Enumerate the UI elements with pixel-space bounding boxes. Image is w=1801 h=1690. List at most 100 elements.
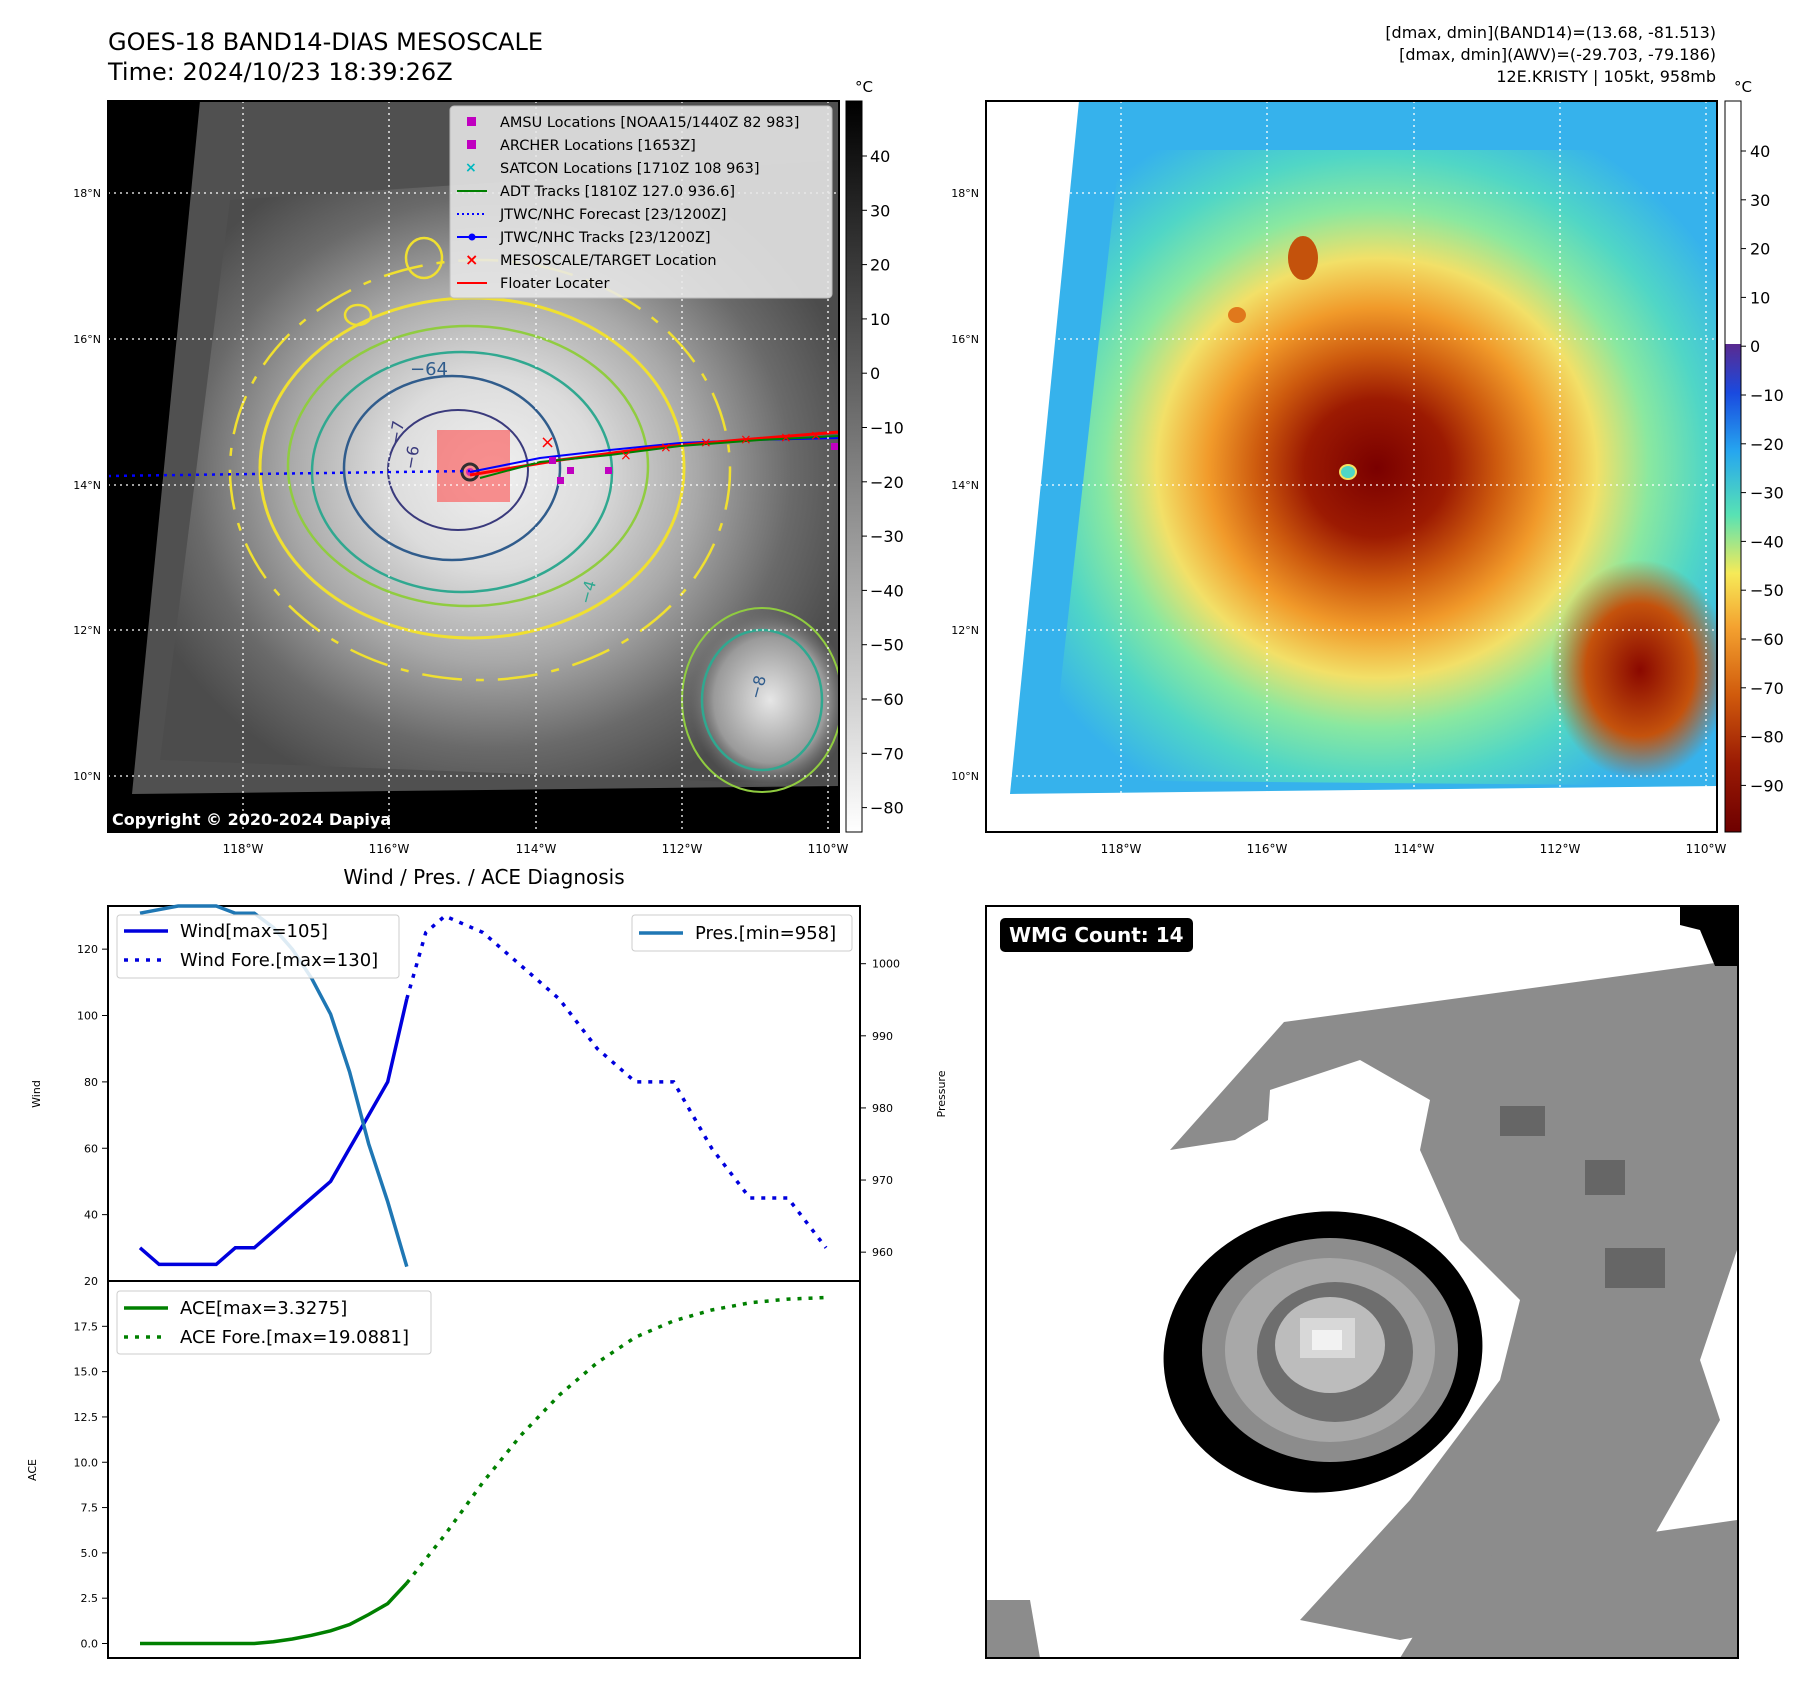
colorbar-gray-tick-label: −60 — [870, 690, 904, 709]
svg-text:10°N: 10°N — [73, 770, 101, 783]
colorbar-gray-tick-label: −40 — [870, 581, 904, 600]
pressure-ytick-label: 990 — [872, 1030, 893, 1043]
colorbar-color-tick-label: 30 — [1750, 191, 1770, 210]
colorbar-gray-tick-label: −10 — [870, 419, 904, 438]
svg-text:16°N: 16°N — [73, 333, 101, 346]
map1-lon-labels: 118°W 116°W 114°W 112°W 110°W — [223, 842, 849, 856]
colorbar-gray-tick-label: 20 — [870, 256, 890, 275]
legend-forecast: JTWC/NHC Forecast [23/1200Z] — [499, 207, 726, 223]
wind-ytick-label: 120 — [77, 943, 98, 956]
svg-text:118°W: 118°W — [223, 842, 264, 856]
pressure-ytick-label: 1000 — [872, 958, 900, 971]
contour-label: −64 — [410, 359, 448, 380]
map2-lon-labels: 118°W 116°W 114°W 112°W 110°W — [1101, 842, 1727, 856]
wind-ytick-label: 80 — [84, 1076, 98, 1089]
wmg-panel — [986, 906, 1738, 1658]
svg-text:118°W: 118°W — [1101, 842, 1142, 856]
ace-axis-label: ACE — [26, 1459, 39, 1481]
colorbar-color-tick-label: −80 — [1750, 728, 1784, 747]
svg-text:14°N: 14°N — [951, 479, 979, 492]
legend-amsu: AMSU Locations [NOAA15/1440Z 82 983] — [500, 115, 799, 131]
colorbar-color-tick-label: −90 — [1750, 776, 1784, 795]
svg-text:16°N: 16°N — [951, 333, 979, 346]
colorbar-gray-tick-label: 40 — [870, 147, 890, 166]
wind-ytick-label: 40 — [84, 1209, 98, 1222]
colorbar-gray-tick-label: −70 — [870, 744, 904, 763]
svg-text:12°N: 12°N — [951, 624, 979, 637]
svg-text:°C: °C — [1734, 78, 1752, 96]
colorbar-color-tick-label: −10 — [1750, 386, 1784, 405]
figure-time: Time: 2024/10/23 18:39:26Z — [107, 58, 453, 86]
colorbar-color-tick-label: 10 — [1750, 288, 1770, 307]
svg-text:×: × — [700, 435, 712, 451]
colorbar-gray-tick-label: −30 — [870, 527, 904, 546]
copyright: Copyright © 2020-2024 Dapiya — [112, 810, 391, 829]
map-legend: AMSU Locations [NOAA15/1440Z 82 983] ARC… — [449, 105, 833, 299]
wind-axis-label: Wind — [30, 1080, 43, 1108]
svg-text:114°W: 114°W — [516, 842, 557, 856]
svg-text:112°W: 112°W — [662, 842, 703, 856]
colorbar-gray-tick-label: −50 — [870, 636, 904, 655]
svg-text:×: × — [810, 428, 822, 444]
svg-text:12°N: 12°N — [73, 624, 101, 637]
ace-legend-label: ACE[max=3.3275] — [180, 1298, 347, 1319]
ace-ytick-label: 2.5 — [81, 1592, 99, 1605]
legend-satcon: SATCON Locations [1710Z 108 963] — [500, 161, 759, 177]
svg-text:112°W: 112°W — [1540, 842, 1581, 856]
wmg-frame — [985, 905, 1739, 1659]
svg-text:10°N: 10°N — [951, 770, 979, 783]
ir-color-map — [986, 101, 1717, 832]
pressure-axis-label: Pressure — [935, 1070, 948, 1117]
ace-legend-box — [116, 1290, 432, 1355]
colorbar-color-tick-label: −70 — [1750, 679, 1784, 698]
svg-text:°C: °C — [855, 78, 873, 96]
svg-text:14°N: 14°N — [73, 479, 101, 492]
wind-fore-legend-label: Wind Fore.[max=130] — [180, 950, 378, 971]
colorbar-gray-tick-label: −80 — [870, 799, 904, 818]
map2-lat-labels: 18°N 16°N 14°N 12°N 10°N — [951, 187, 979, 783]
colorbar-color-tick-label: 0 — [1750, 337, 1760, 356]
colorbar-color-tick-label: −50 — [1750, 581, 1784, 600]
svg-text:110°W: 110°W — [808, 842, 849, 856]
pressure-legend-box — [631, 914, 853, 952]
ace-ytick-label: 7.5 — [81, 1502, 99, 1515]
stats-band14: [dmax, dmin](BAND14)=(13.68, -81.513) — [1385, 23, 1716, 42]
floater-markers: × × × × × × — [620, 428, 822, 464]
svg-text:110°W: 110°W — [1686, 842, 1727, 856]
ace-ytick-label: 0.0 — [81, 1638, 99, 1651]
colorbar-color-tick-label: 40 — [1750, 142, 1770, 161]
wind-legend-label: Wind[max=105] — [180, 921, 328, 942]
svg-text:×: × — [465, 160, 477, 176]
svg-text:114°W: 114°W — [1394, 842, 1435, 856]
diagnosis-title: Wind / Pres. / ACE Diagnosis — [343, 865, 624, 889]
legend-floater: Floater Locater — [500, 276, 609, 292]
colorbar-gray-tick-label: −20 — [870, 473, 904, 492]
svg-text:116°W: 116°W — [369, 842, 410, 856]
pressure-ytick-label: 970 — [872, 1174, 893, 1187]
map1-lat-labels: 18°N 16°N 14°N 12°N 10°N — [73, 187, 101, 783]
colorbar-color-tick-label: 20 — [1750, 240, 1770, 259]
ace-ytick-label: 15.0 — [74, 1366, 99, 1379]
svg-text:×: × — [620, 448, 632, 464]
ace-series-line-0 — [140, 1581, 409, 1646]
legend-tracks: JTWC/NHC Tracks [23/1200Z] — [499, 230, 711, 246]
ace-ytick-label: 12.5 — [74, 1411, 99, 1424]
pressure-legend-label: Pres.[min=958] — [695, 923, 836, 944]
ir-color-map-frame — [985, 100, 1718, 833]
stats-awv: [dmax, dmin](AWV)=(-29.703, -79.186) — [1399, 45, 1716, 64]
svg-text:18°N: 18°N — [951, 187, 979, 200]
colorbar-gray-tick-label: 30 — [870, 201, 890, 220]
svg-text:×: × — [740, 432, 752, 448]
colorbar-color-tick-label: −40 — [1750, 532, 1784, 551]
figure-title: GOES-18 BAND14-DIAS MESOSCALE — [108, 28, 543, 56]
svg-text:×: × — [465, 250, 478, 269]
colorbar-color-tick-label: −60 — [1750, 630, 1784, 649]
ace-series-line-1 — [405, 1295, 827, 1585]
wind-ytick-label: 60 — [84, 1142, 98, 1155]
legend-adt: ADT Tracks [1810Z 127.0 936.6] — [500, 184, 735, 200]
wind-ytick-label: 100 — [77, 1010, 98, 1023]
legend-target: MESOSCALE/TARGET Location — [500, 253, 717, 269]
wind-ytick-label: 20 — [84, 1275, 98, 1288]
colorbar-color-tick-label: −30 — [1750, 484, 1784, 503]
